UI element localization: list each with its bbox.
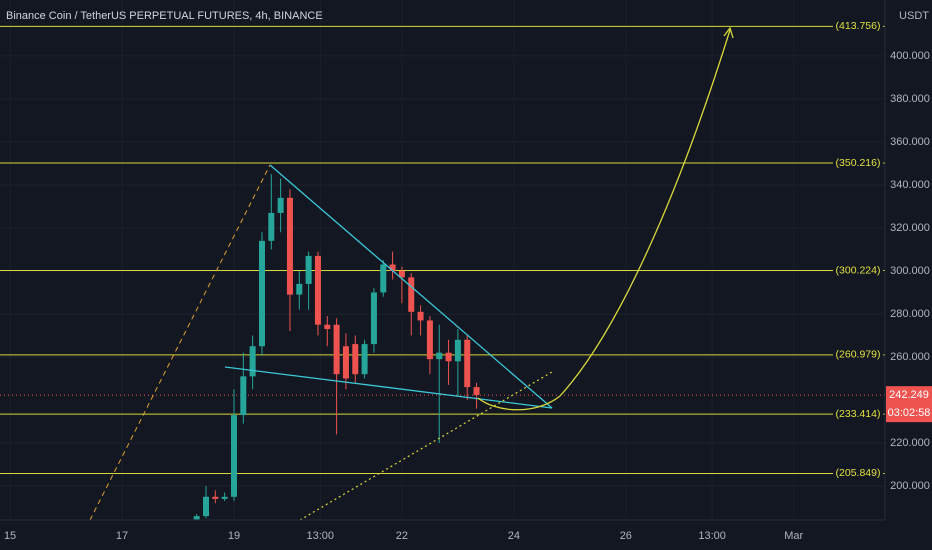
candle-body <box>352 344 359 375</box>
candle-body <box>193 516 200 520</box>
chart-title: Binance Coin / TetherUS PERPETUAL FUTURE… <box>6 10 323 22</box>
candle-body <box>380 264 387 293</box>
x-tick-label: 13:00 <box>698 530 726 542</box>
projection-curve <box>477 29 731 411</box>
candle-body <box>202 496 209 517</box>
candle-body <box>361 344 368 375</box>
y-tick-label: 280.000 <box>890 308 930 320</box>
y-tick-label: 300.000 <box>890 265 930 277</box>
level-label: (300.224) <box>836 264 881 276</box>
level-label-bg <box>833 263 883 278</box>
axes: 200.000 220.000 260.000 280.000 300.000 320.0… <box>4 50 932 542</box>
candle-body <box>417 311 424 321</box>
y-tick-label: 380.000 <box>890 93 930 105</box>
candle-body <box>212 496 219 499</box>
level-label: (205.849) <box>836 467 881 479</box>
level-label-bg <box>833 407 883 422</box>
candle-body <box>221 496 228 499</box>
y-tick-label: 320.000 <box>890 222 930 234</box>
x-tick-label: 19 <box>228 530 240 542</box>
x-tick-label: 17 <box>116 530 128 542</box>
y-tick-label: 360.000 <box>890 136 930 148</box>
time-axis <box>0 520 932 550</box>
last-price-label: 242.249 <box>889 389 929 401</box>
countdown: 03:02:58 <box>888 407 931 419</box>
x-tick-label: 26 <box>620 530 632 542</box>
y-tick-label: 400.000 <box>890 50 930 62</box>
candle-body <box>408 277 415 312</box>
candle-body <box>389 264 396 271</box>
level-label: (413.756) <box>836 20 881 32</box>
price-axis <box>885 0 932 550</box>
candle-body <box>296 283 303 295</box>
level-label: (260.979) <box>836 349 881 361</box>
currency-label: USDT <box>899 10 929 22</box>
candle-body <box>473 387 480 396</box>
candle-body <box>258 240 265 347</box>
x-tick-label: Mar <box>784 530 803 542</box>
last-price-bg <box>886 386 932 423</box>
projection-arrow <box>723 26 734 39</box>
candles <box>193 174 480 523</box>
y-tick-label: 340.000 <box>890 179 930 191</box>
lower-trendline <box>224 366 553 409</box>
candle-body <box>305 255 312 284</box>
level-label: (233.414) <box>836 408 881 420</box>
candle-body <box>426 320 433 360</box>
candle-body <box>445 352 452 362</box>
candle-body <box>314 255 321 325</box>
candle-body <box>464 339 471 388</box>
candle-body <box>249 346 256 377</box>
x-tick-label: 22 <box>396 530 408 542</box>
dotted-support <box>299 371 553 521</box>
level-label-bg <box>833 466 883 481</box>
level-label-bg <box>833 19 883 34</box>
candle-body <box>454 339 461 362</box>
level-label-bg <box>833 155 883 170</box>
candle-body <box>436 352 443 360</box>
candle-body <box>277 197 284 213</box>
candle-body <box>230 415 237 497</box>
candle-body <box>324 324 331 330</box>
candle-body <box>398 270 405 278</box>
candle-body <box>268 212 275 241</box>
y-tick-label: 220.000 <box>890 437 930 449</box>
candle-body <box>240 376 247 416</box>
y-tick-label: 200.000 <box>890 480 930 492</box>
candle-body <box>333 324 340 375</box>
levels: (413.756) (350.216) (300.224) (260.979) (233… <box>0 19 885 481</box>
x-tick-label: 13:00 <box>307 530 335 542</box>
x-tick-label: 24 <box>508 530 520 542</box>
candle-body <box>342 346 349 379</box>
candle-body <box>370 292 377 345</box>
y-tick-label: 260.000 <box>890 351 930 363</box>
candle-body <box>286 197 293 295</box>
level-label: (350.216) <box>836 157 881 169</box>
x-tick-label: 15 <box>4 530 16 542</box>
dashed-trend <box>89 164 271 521</box>
level-label-bg <box>833 347 883 362</box>
upper-trendline <box>269 164 553 409</box>
